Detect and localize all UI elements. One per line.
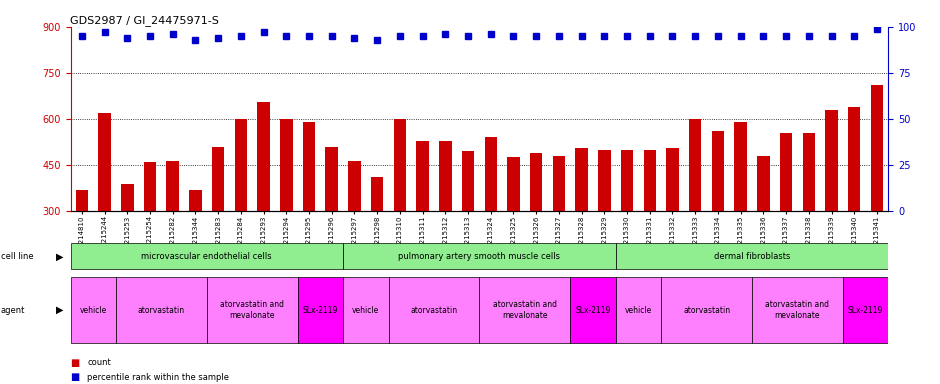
- Bar: [644, 150, 656, 303]
- Bar: [325, 147, 338, 303]
- Bar: [616, 277, 661, 343]
- Bar: [212, 147, 225, 303]
- Text: vehicle: vehicle: [352, 306, 380, 314]
- Text: atorvastatin: atorvastatin: [411, 306, 458, 314]
- Bar: [70, 243, 343, 269]
- Bar: [575, 148, 588, 303]
- Bar: [348, 161, 361, 303]
- Text: SLx-2119: SLx-2119: [848, 306, 884, 314]
- Bar: [757, 156, 770, 303]
- Bar: [298, 277, 343, 343]
- Text: cell line: cell line: [1, 252, 34, 261]
- Text: atorvastatin and
mevalonate: atorvastatin and mevalonate: [220, 300, 284, 320]
- Bar: [99, 113, 111, 303]
- Bar: [303, 122, 315, 303]
- Bar: [661, 277, 752, 343]
- Bar: [116, 277, 207, 343]
- Text: count: count: [87, 358, 111, 367]
- Text: percentile rank within the sample: percentile rank within the sample: [87, 372, 229, 382]
- Bar: [571, 277, 616, 343]
- Text: microvascular endothelial cells: microvascular endothelial cells: [142, 252, 272, 261]
- Text: ■: ■: [70, 358, 80, 368]
- Text: atorvastatin: atorvastatin: [683, 306, 730, 314]
- Bar: [666, 148, 679, 303]
- Bar: [343, 243, 616, 269]
- Bar: [598, 150, 611, 303]
- Text: ▶: ▶: [55, 305, 63, 315]
- Bar: [530, 153, 542, 303]
- Text: atorvastatin and
mevalonate: atorvastatin and mevalonate: [493, 300, 556, 320]
- Text: vehicle: vehicle: [625, 306, 652, 314]
- Bar: [616, 243, 888, 269]
- Text: SLx-2119: SLx-2119: [575, 306, 611, 314]
- Bar: [75, 190, 88, 303]
- Bar: [734, 122, 747, 303]
- Bar: [439, 141, 451, 303]
- Bar: [416, 141, 429, 303]
- Bar: [689, 119, 701, 303]
- Bar: [235, 119, 247, 303]
- Text: atorvastatin and
mevalonate: atorvastatin and mevalonate: [765, 300, 829, 320]
- Text: GDS2987 / GI_24475971-S: GDS2987 / GI_24475971-S: [70, 15, 219, 26]
- Bar: [508, 157, 520, 303]
- Text: pulmonary artery smooth muscle cells: pulmonary artery smooth muscle cells: [399, 252, 560, 261]
- Text: dermal fibroblasts: dermal fibroblasts: [713, 252, 791, 261]
- Bar: [166, 161, 179, 303]
- Bar: [484, 137, 497, 303]
- Bar: [388, 277, 479, 343]
- Bar: [870, 85, 884, 303]
- Bar: [752, 277, 843, 343]
- Bar: [144, 162, 156, 303]
- Bar: [479, 277, 571, 343]
- Bar: [780, 133, 792, 303]
- Bar: [843, 277, 888, 343]
- Text: ▶: ▶: [55, 251, 63, 262]
- Bar: [803, 133, 815, 303]
- Bar: [343, 277, 388, 343]
- Text: agent: agent: [1, 306, 25, 314]
- Text: ■: ■: [70, 372, 80, 382]
- Bar: [620, 150, 634, 303]
- Bar: [371, 177, 384, 303]
- Text: vehicle: vehicle: [80, 306, 107, 314]
- Bar: [207, 277, 298, 343]
- Bar: [70, 277, 116, 343]
- Bar: [280, 119, 292, 303]
- Bar: [712, 131, 724, 303]
- Bar: [121, 184, 133, 303]
- Bar: [553, 156, 565, 303]
- Bar: [462, 151, 475, 303]
- Text: SLx-2119: SLx-2119: [303, 306, 338, 314]
- Bar: [394, 119, 406, 303]
- Bar: [189, 190, 202, 303]
- Bar: [848, 107, 860, 303]
- Bar: [825, 110, 838, 303]
- Text: atorvastatin: atorvastatin: [138, 306, 185, 314]
- Bar: [258, 102, 270, 303]
